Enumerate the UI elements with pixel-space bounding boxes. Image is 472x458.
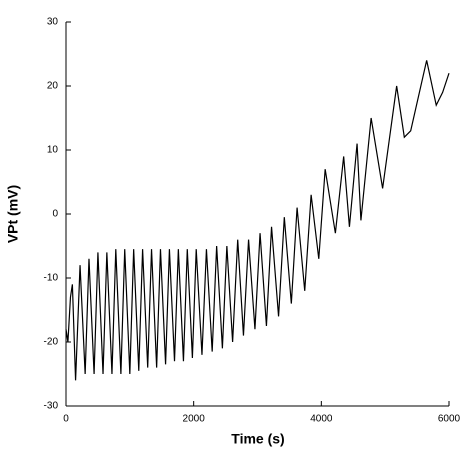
y-tick-label: 0 [52,209,58,220]
y-axis-title: VPt (mV) [5,185,21,243]
y-tick-label: 10 [47,145,59,156]
y-tick-label: 20 [47,81,59,92]
x-tick-label: 2000 [183,414,206,425]
y-tick-label: -30 [44,401,59,412]
y-tick-label: 30 [47,17,59,28]
x-tick-label: 6000 [438,414,461,425]
data-line [65,60,450,381]
y-tick-label: -10 [44,273,59,284]
x-tick-label: 4000 [310,414,333,425]
x-tick-label: 0 [63,414,69,425]
x-axis-title: Time (s) [231,431,284,447]
y-tick-label: -20 [44,337,59,348]
